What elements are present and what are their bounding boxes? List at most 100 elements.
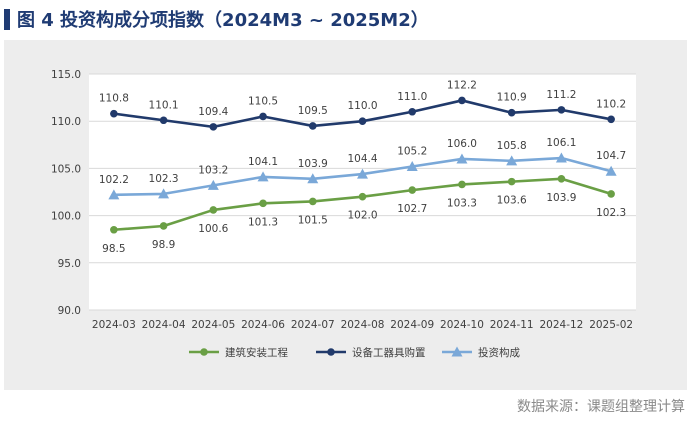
data-point-circle <box>507 177 516 186</box>
x-tick-label: 2024-10 <box>440 319 484 331</box>
x-tick-label: 2024-06 <box>241 319 285 331</box>
legend-item: 设备工器具购置 <box>316 346 426 359</box>
data-label: 104.7 <box>596 150 626 162</box>
data-label: 102.0 <box>347 210 377 222</box>
data-point-triangle <box>158 188 170 199</box>
data-label: 111.2 <box>546 89 576 101</box>
data-label: 103.9 <box>546 192 576 204</box>
legend-label: 投资构成 <box>478 346 520 359</box>
data-label: 98.9 <box>152 239 175 251</box>
data-source-note: 数据来源：课题组整理计算 <box>517 399 685 415</box>
data-point-circle <box>408 186 417 194</box>
series-1: 98.5 98.9 100.6 101.3 101.5 102.0 102.7 103.3 10… <box>102 174 626 255</box>
y-tick-label: 95.0 <box>58 258 81 270</box>
data-label: 110.9 <box>497 92 527 104</box>
data-point-circle <box>209 123 218 131</box>
data-label: 102.3 <box>596 207 626 219</box>
data-label: 109.5 <box>298 105 328 117</box>
figure-title-bar: 图 4 投资构成分项指数（2024M3 ~ 2025M2） <box>4 6 429 32</box>
data-point-circle <box>358 192 367 201</box>
data-point-circle <box>259 112 267 121</box>
data-point-circle <box>209 206 218 214</box>
title-accent-bar <box>4 8 10 30</box>
data-point-circle <box>408 107 417 116</box>
data-label: 110.8 <box>99 93 129 105</box>
x-tick-label: 2024-11 <box>490 319 534 331</box>
line-chart: 90.0 95.0 100.0 105.0 110.0 115.0 2024-03 2024-… <box>51 69 636 359</box>
x-tick-label: 2024-03 <box>92 319 136 331</box>
data-point-triangle <box>456 153 468 164</box>
data-label: 102.2 <box>99 174 129 186</box>
data-label: 110.5 <box>248 95 278 107</box>
legend-label: 设备工器具购置 <box>352 346 426 359</box>
series-3: 102.2 102.3 103.2 104.1 103.9 104.4 105.2 106.0… <box>99 137 626 200</box>
figure-title: 图 4 投资构成分项指数（2024M3 ~ 2025M2） <box>17 10 429 31</box>
data-point-circle <box>159 222 168 230</box>
data-label: 111.0 <box>397 91 427 103</box>
data-point-circle <box>458 180 466 189</box>
data-label: 102.3 <box>149 173 179 185</box>
data-label: 100.6 <box>198 223 228 235</box>
legend-item: 投资构成 <box>442 346 520 359</box>
x-tick-label: 2024-05 <box>191 319 235 331</box>
y-tick-label: 90.0 <box>58 305 81 317</box>
data-label: 110.1 <box>149 99 179 111</box>
data-point-circle <box>259 199 267 208</box>
data-point-triangle <box>108 189 120 200</box>
data-point-triangle <box>555 152 567 163</box>
y-tick-label: 105.0 <box>51 163 81 175</box>
data-label: 104.4 <box>347 153 377 165</box>
legend-item: 建筑安装工程 <box>189 346 288 359</box>
data-point-circle <box>159 116 168 125</box>
data-label: 103.6 <box>497 195 527 207</box>
data-point-circle <box>308 122 317 130</box>
series-2: 110.8 110.1 109.4 110.5 109.5 110.0 111.0 112.2… <box>99 79 626 131</box>
data-label: 106.0 <box>447 138 477 150</box>
y-tick-label: 110.0 <box>51 116 81 128</box>
data-point-triangle <box>307 173 319 184</box>
chart-panel: 90.0 95.0 100.0 105.0 110.0 115.0 2024-03 2024-… <box>4 40 687 390</box>
data-label: 105.2 <box>397 146 427 158</box>
y-tick-label: 115.0 <box>51 69 81 81</box>
x-tick-label: 2024-04 <box>142 319 186 331</box>
data-label: 103.2 <box>198 164 228 176</box>
data-point-circle <box>557 106 566 114</box>
x-tick-label: 2024-08 <box>341 319 385 331</box>
y-tick-label: 100.0 <box>51 211 81 223</box>
data-point-circle <box>557 174 566 183</box>
data-label: 112.2 <box>447 79 477 91</box>
legend-swatch-triangle <box>451 346 463 357</box>
data-point-circle <box>110 225 118 234</box>
data-label: 102.7 <box>397 203 427 215</box>
data-point-triangle <box>406 161 418 172</box>
data-label: 101.3 <box>248 216 278 228</box>
data-point-triangle <box>357 168 368 179</box>
legend-swatch-circle <box>327 348 335 356</box>
data-label: 110.2 <box>596 98 626 110</box>
legend-swatch-circle <box>200 348 208 356</box>
data-label: 105.8 <box>497 140 527 152</box>
x-tick-label: 2024-12 <box>539 319 583 331</box>
data-point-circle <box>607 115 615 124</box>
data-label: 101.5 <box>298 214 328 226</box>
x-tick-label: 2025-02 <box>589 319 633 331</box>
x-tick-label: 2024-07 <box>291 319 335 331</box>
data-point-circle <box>110 109 118 118</box>
data-label: 110.0 <box>347 100 377 112</box>
data-point-circle <box>308 197 317 206</box>
data-point-triangle <box>605 165 617 176</box>
data-label: 106.1 <box>546 137 576 149</box>
data-label: 103.3 <box>447 197 477 209</box>
data-point-circle <box>458 96 466 105</box>
data-point-triangle <box>257 171 269 182</box>
data-point-circle <box>507 108 516 117</box>
legend-label: 建筑安装工程 <box>225 346 288 359</box>
data-point-circle <box>607 190 615 198</box>
data-label: 104.1 <box>248 156 278 168</box>
x-tick-label: 2024-09 <box>390 319 434 331</box>
data-label: 98.5 <box>102 243 125 255</box>
data-point-triangle <box>506 155 518 166</box>
data-point-triangle <box>207 179 219 190</box>
data-label: 109.4 <box>198 106 228 118</box>
data-label: 103.9 <box>298 158 328 170</box>
